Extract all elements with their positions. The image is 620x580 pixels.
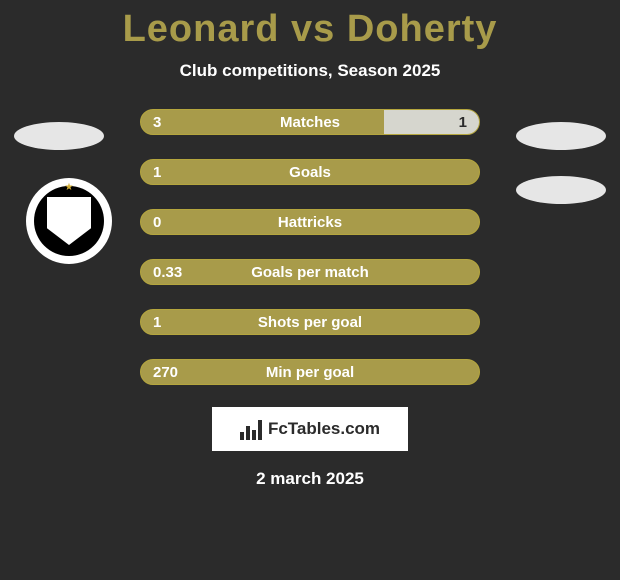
stat-bar-min-per-goal: 270 Min per goal bbox=[140, 359, 480, 385]
stat-bars: 3 Matches 1 1 Goals 0 Hattricks 0.33 Goa… bbox=[140, 109, 480, 385]
stat-bar-goals: 1 Goals bbox=[140, 159, 480, 185]
player-left-placeholder-icon bbox=[14, 122, 104, 150]
stat-bar-goals-per-match: 0.33 Goals per match bbox=[140, 259, 480, 285]
stat-bar-matches: 3 Matches 1 bbox=[140, 109, 480, 135]
stat-label: Shots per goal bbox=[141, 314, 479, 331]
stat-label: Min per goal bbox=[141, 364, 479, 381]
stat-label: Goals per match bbox=[141, 264, 479, 281]
club-left-badge: ★ bbox=[26, 178, 112, 264]
page-title: Leonard vs Doherty bbox=[0, 0, 620, 51]
page-subtitle: Club competitions, Season 2025 bbox=[0, 61, 620, 81]
player-right-placeholder-icon bbox=[516, 122, 606, 150]
stat-label: Matches bbox=[141, 114, 479, 131]
comparison-date: 2 march 2025 bbox=[0, 469, 620, 489]
brand-box[interactable]: FcTables.com bbox=[212, 407, 408, 451]
star-icon: ★ bbox=[65, 182, 74, 193]
brand-text: FcTables.com bbox=[268, 419, 380, 439]
shield-icon bbox=[47, 197, 91, 245]
club-right-placeholder-icon bbox=[516, 176, 606, 204]
stat-label: Goals bbox=[141, 164, 479, 181]
stat-label: Hattricks bbox=[141, 214, 479, 231]
chart-icon bbox=[240, 418, 262, 440]
stat-bar-shots-per-goal: 1 Shots per goal bbox=[140, 309, 480, 335]
stat-bar-hattricks: 0 Hattricks bbox=[140, 209, 480, 235]
stat-right-value: 1 bbox=[459, 114, 467, 131]
